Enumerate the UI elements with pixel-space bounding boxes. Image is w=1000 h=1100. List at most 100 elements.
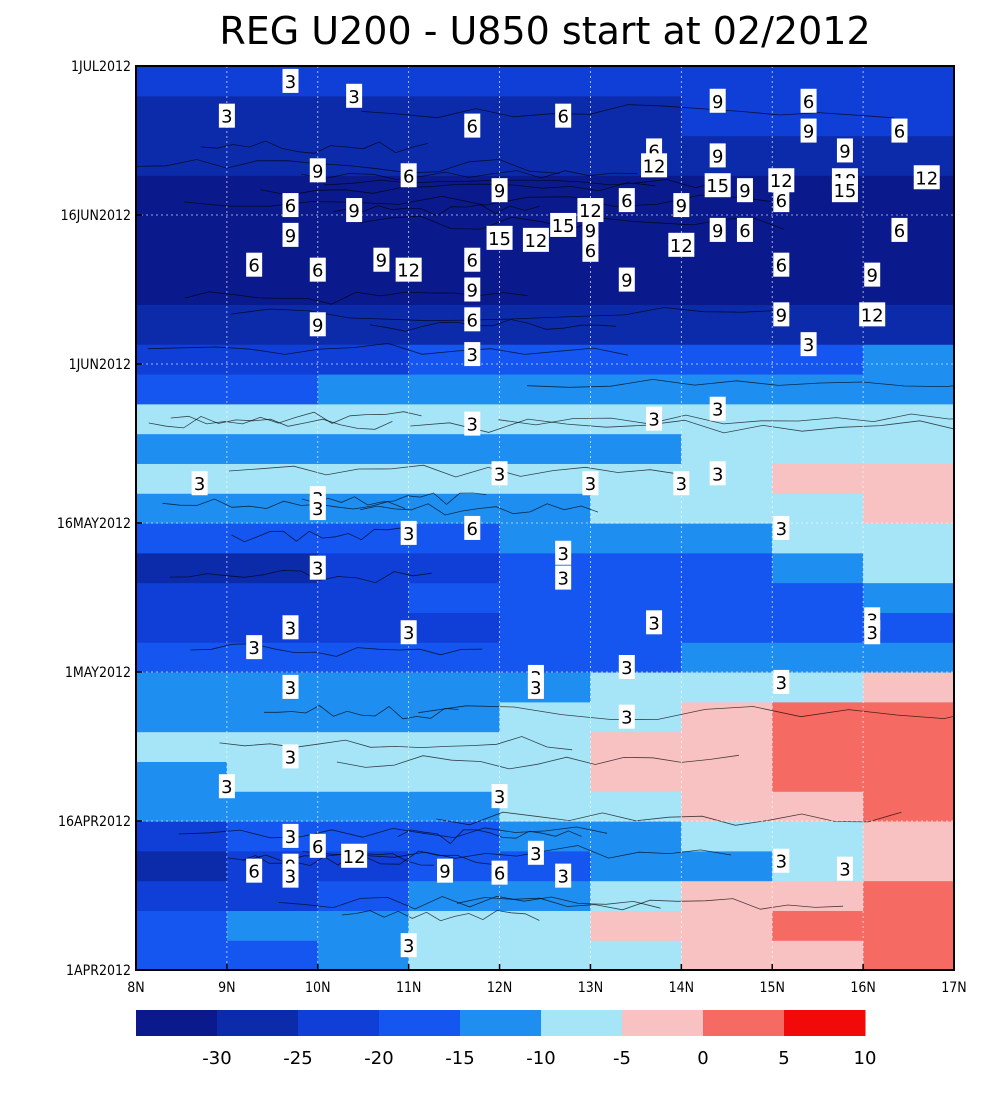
contour-line xyxy=(170,411,422,425)
heatmap-cell xyxy=(136,344,228,375)
contour-label: 6 xyxy=(246,252,263,277)
y-tick-label: 1APR2012 xyxy=(66,963,131,979)
colorbar-swatch xyxy=(298,1010,380,1036)
heatmap-cell xyxy=(226,940,319,970)
heatmap-cell xyxy=(136,522,228,554)
heatmap-cell xyxy=(681,552,773,584)
heatmap-cell xyxy=(408,433,501,464)
contour-label: 6 xyxy=(464,307,481,332)
heatmap-cell xyxy=(863,910,954,941)
heatmap-cell xyxy=(499,582,592,613)
heatmap-cell xyxy=(681,701,773,733)
heatmap-cell xyxy=(408,304,501,345)
heatmap-cell xyxy=(136,463,228,494)
contour-label-text: 3 xyxy=(285,72,296,93)
contour-label-text: 9 xyxy=(621,271,632,292)
heatmap-cell xyxy=(317,403,410,435)
heatmap-cell xyxy=(136,820,228,852)
contour-label-text: 3 xyxy=(866,623,877,644)
contour-line xyxy=(260,182,656,196)
heatmap-cell xyxy=(226,215,319,256)
contour-label: 6 xyxy=(773,252,790,277)
heatmap-cell xyxy=(772,215,864,256)
contour-label-text: 9 xyxy=(839,141,850,162)
contour-label-text: 3 xyxy=(839,860,850,881)
heatmap-cell xyxy=(863,940,954,970)
heatmap-cell xyxy=(408,820,501,852)
contour-label-text: 6 xyxy=(467,117,478,138)
heatmap-cell xyxy=(499,940,592,970)
contour-label: 9 xyxy=(437,858,454,883)
contour-line xyxy=(169,570,432,584)
contour-line xyxy=(200,140,429,154)
heatmap-cell xyxy=(226,880,319,911)
contour-line xyxy=(231,527,414,543)
heatmap-cell xyxy=(863,791,954,822)
contour-label: 6 xyxy=(491,860,508,885)
contour-label-text: 9 xyxy=(739,181,750,202)
heatmap-cell xyxy=(590,791,682,822)
colorbar-tick-label: -25 xyxy=(283,1048,312,1069)
contour-label: 6 xyxy=(736,217,753,242)
heatmap-cell xyxy=(863,850,954,882)
heatmap-cell xyxy=(772,463,864,494)
heatmap-cell xyxy=(954,463,1000,493)
contour-label-text: 9 xyxy=(312,315,323,336)
heatmap-cell xyxy=(681,761,773,792)
contour-label-text: 3 xyxy=(776,852,787,873)
contour-label: 12 xyxy=(522,227,549,252)
heatmap-cell xyxy=(499,612,592,643)
contour-label: 12 xyxy=(913,165,940,190)
heatmap-cell xyxy=(954,881,1000,911)
y-tick-label: 1MAY2012 xyxy=(65,665,131,681)
contour-label-text: 3 xyxy=(285,867,296,888)
contour-line xyxy=(301,492,487,506)
contour-label: 3 xyxy=(282,615,299,640)
contour-label: 15 xyxy=(550,212,577,237)
heatmap-cell xyxy=(408,731,501,762)
contour-label-text: 6 xyxy=(467,251,478,272)
contour-label: 3 xyxy=(282,863,299,888)
contour-label: 9 xyxy=(800,118,817,143)
contour-label: 3 xyxy=(309,555,326,580)
heatmap-cell xyxy=(408,582,501,613)
contour-label-text: 6 xyxy=(312,261,323,282)
x-tick-label: 17N xyxy=(941,980,966,996)
contour-label: 3 xyxy=(400,620,417,645)
heatmap-cell xyxy=(681,582,773,613)
heatmap-cell xyxy=(136,66,228,97)
contour-label-text: 3 xyxy=(348,87,359,108)
heatmap-cell xyxy=(863,731,954,762)
contour-line xyxy=(336,754,739,770)
x-axis: 8N 9N 10N 11N 12N 13N 14N 15N 16N 17N xyxy=(127,964,967,996)
contour-line xyxy=(219,736,573,751)
heatmap-cell xyxy=(226,66,319,97)
contour-label: 3 xyxy=(464,342,481,367)
heatmap-cell xyxy=(136,731,228,762)
contour-label-text: 9 xyxy=(439,862,450,883)
heatmap-cell xyxy=(590,701,682,733)
contour-label: 15 xyxy=(831,178,858,203)
contour-label-text: 3 xyxy=(285,618,296,639)
heatmap-cell xyxy=(954,851,1000,881)
heatmap-cell xyxy=(954,66,1000,96)
x-tick-label: 10N xyxy=(305,980,330,996)
contour-label-text: 9 xyxy=(376,251,387,272)
heatmap-cell xyxy=(590,642,682,673)
contour-label-text: 3 xyxy=(312,559,323,580)
contour-label: 3 xyxy=(527,674,544,699)
contour-label: 3 xyxy=(709,461,726,486)
contour-label-text: 15 xyxy=(833,181,856,202)
heatmap-cell xyxy=(590,910,682,941)
heatmap-cell xyxy=(317,642,410,673)
heatmap-cell xyxy=(317,433,410,464)
heatmap-cell xyxy=(499,910,592,941)
contour-label: 6 xyxy=(309,257,326,282)
heatmap-cell xyxy=(681,463,773,494)
contour-label-text: 6 xyxy=(585,241,596,262)
heatmap-cell xyxy=(136,175,228,216)
heatmap-cell xyxy=(226,135,319,176)
contour-line xyxy=(302,845,732,859)
heatmap-cell xyxy=(772,95,864,137)
contour-label: 3 xyxy=(773,669,790,694)
